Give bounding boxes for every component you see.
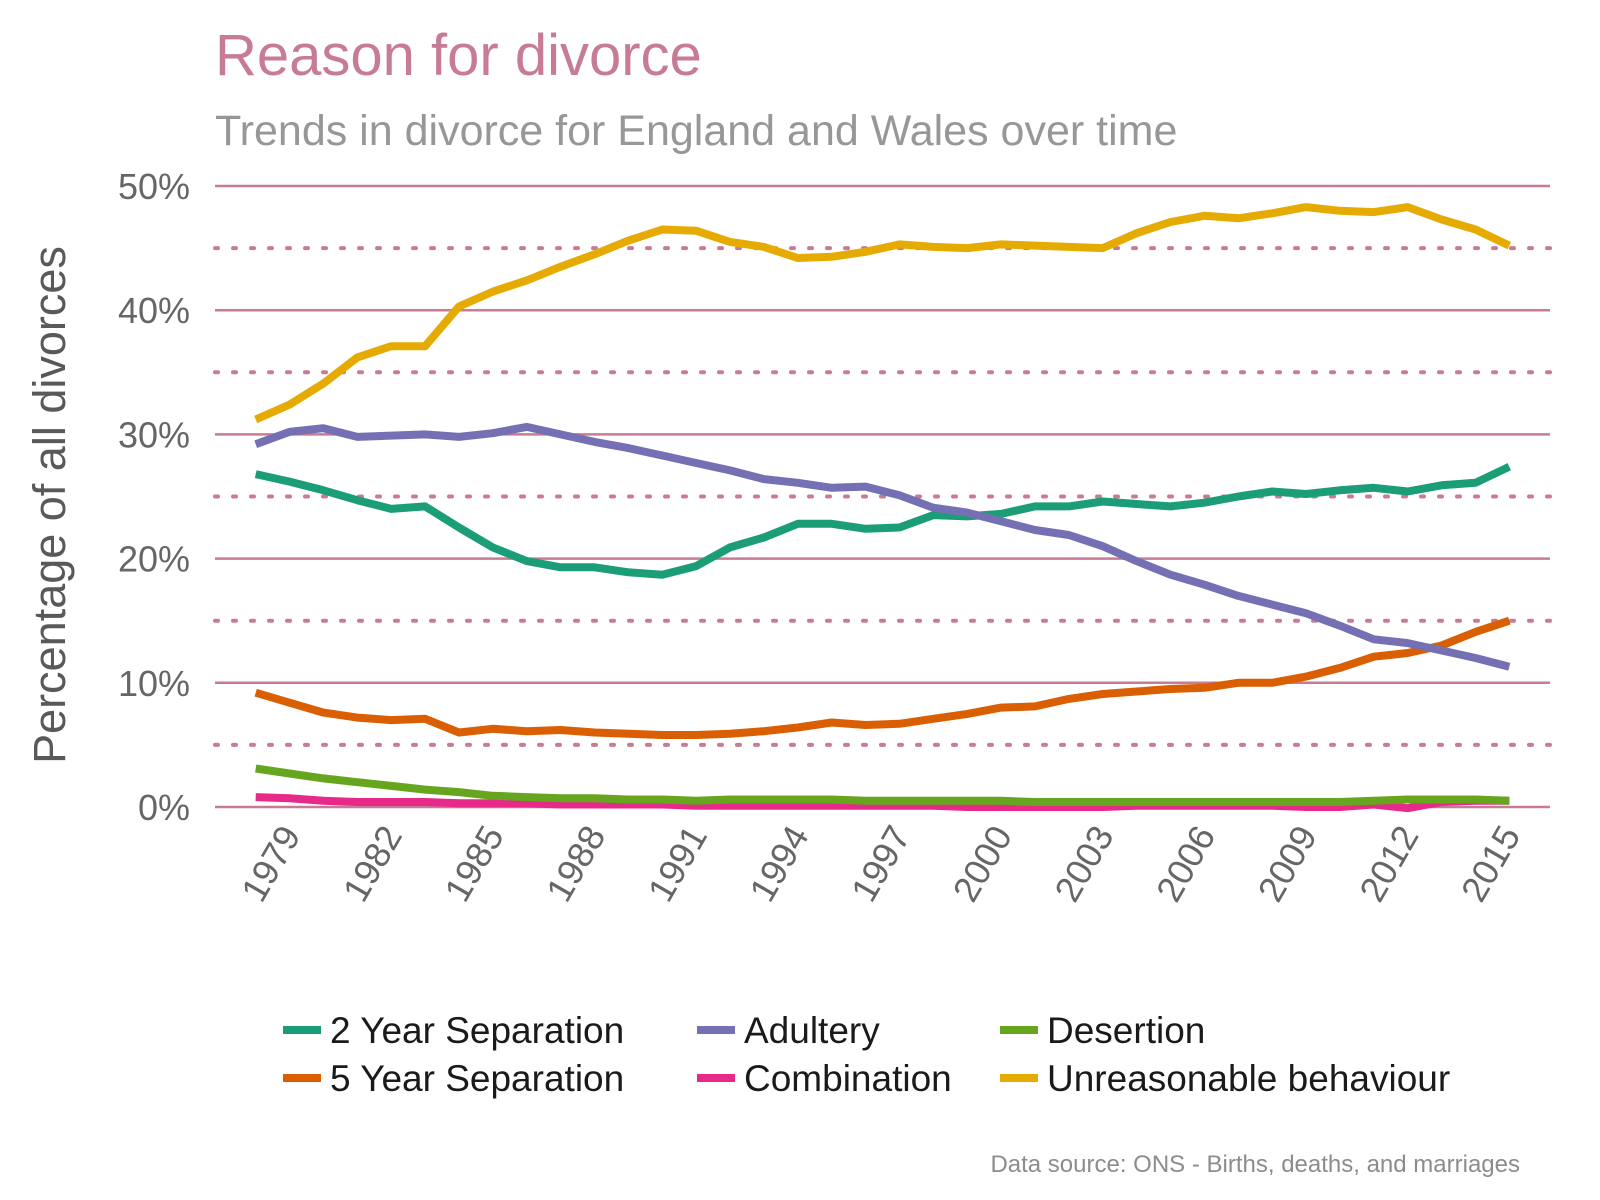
y-axis-ticks: 0% 10% 20% 30% 40% 50%	[118, 166, 190, 828]
grid-layer	[213, 184, 1552, 809]
x-tick-label: 2000	[944, 818, 1020, 908]
x-tick-label: 1991	[640, 819, 716, 909]
x-axis-ticks: 1979 1982 1985 1988 1991 1994 1997 2000 2003 2006…	[233, 818, 1528, 908]
series-line-adultery	[254, 422, 1511, 671]
x-tick-label: 1988	[538, 819, 614, 909]
x-tick-label: 2003	[1046, 819, 1122, 909]
y-tick-label: 50%	[118, 166, 190, 207]
series-line-unreasonable-behaviour	[254, 203, 1512, 424]
y-tick-label: 10%	[118, 663, 190, 704]
legend: 2 Year Separation Adultery Desertion 5 Year…	[283, 1010, 1450, 1099]
legend-label-2-year-separation: 2 Year Separation	[330, 1010, 624, 1051]
x-tick-label: 1994	[741, 819, 817, 909]
chart-subtitle: Trends in divorce for England and Wales …	[215, 107, 1177, 155]
x-tick-label: 1979	[233, 819, 309, 909]
chart-title: Reason for divorce	[215, 23, 702, 88]
series-line-5-year-separation	[254, 616, 1511, 739]
x-tick-label: 1982	[335, 819, 411, 909]
series-line-combination	[255, 793, 1510, 813]
y-tick-label: 30%	[118, 414, 190, 455]
y-tick-label: 0%	[138, 787, 190, 828]
legend-label-5-year-separation: 5 Year Separation	[330, 1058, 624, 1099]
series-line-desertion	[255, 764, 1510, 806]
legend-label-adultery: Adultery	[744, 1010, 880, 1051]
x-tick-label: 1985	[436, 819, 512, 909]
y-tick-label: 20%	[118, 539, 190, 580]
y-tick-label: 40%	[118, 290, 190, 331]
legend-label-unreasonable-behaviour: Unreasonable behaviour	[1047, 1058, 1450, 1099]
x-tick-label: 2012	[1351, 819, 1427, 909]
y-axis-label: Percentage of all divorces	[24, 246, 75, 764]
x-tick-label: 1997	[843, 819, 919, 909]
legend-label-desertion: Desertion	[1047, 1010, 1205, 1051]
x-tick-label: 2006	[1148, 819, 1224, 909]
series-line-2-year-separation	[254, 463, 1512, 579]
x-tick-label: 2015	[1453, 819, 1529, 909]
data-source-note: Data source: ONS - Births, deaths, and m…	[990, 1151, 1520, 1178]
series-layer	[254, 203, 1512, 813]
legend-label-combination: Combination	[744, 1058, 952, 1099]
x-tick-label: 2009	[1249, 819, 1325, 909]
